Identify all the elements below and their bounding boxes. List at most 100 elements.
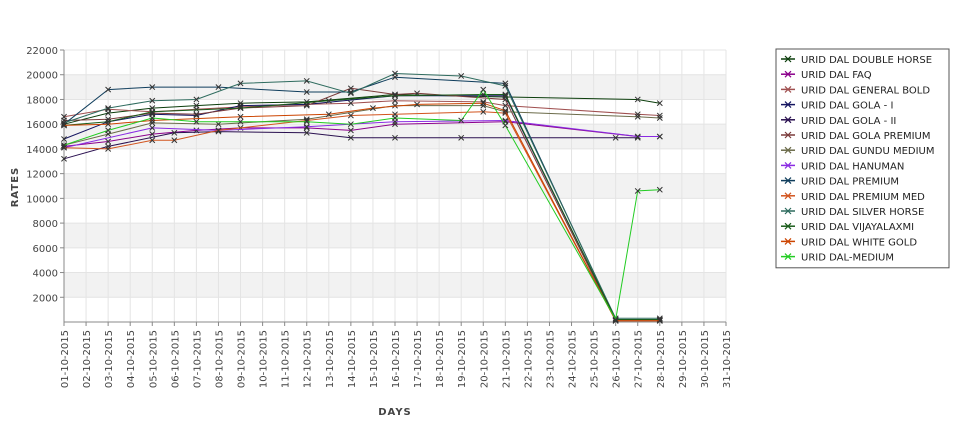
y-tick-label: 18000 <box>26 95 58 106</box>
data-point <box>458 134 465 141</box>
data-point <box>347 134 354 141</box>
legend-item: URID DAL FAQ <box>781 70 872 81</box>
y-tick-label: 16000 <box>26 120 58 131</box>
series-line <box>63 100 660 118</box>
data-point <box>656 112 663 119</box>
x-tick-label: 31-10-2015 <box>722 330 733 388</box>
x-tick-label: 17-10-2015 <box>413 330 424 388</box>
legend-item: URID DAL WHITE GOLD <box>781 237 917 248</box>
legend-label: URID DAL PREMIUM <box>801 177 899 188</box>
data-point <box>347 112 354 119</box>
data-point <box>193 106 200 113</box>
data-point <box>149 131 156 138</box>
data-point <box>193 96 200 103</box>
x-tick-label: 29-10-2015 <box>678 330 689 388</box>
data-point <box>392 115 398 121</box>
data-point <box>480 100 487 107</box>
x-tick-label: 19-10-2015 <box>457 330 468 388</box>
legend-marker <box>784 222 792 230</box>
data-point <box>61 119 67 126</box>
data-point <box>612 134 619 141</box>
data-point <box>325 111 332 118</box>
series-line <box>63 94 660 320</box>
x-tick-label: 27-10-2015 <box>634 330 645 388</box>
data-point <box>656 315 663 322</box>
legend-marker <box>784 192 792 200</box>
data-point <box>237 105 244 112</box>
data-point <box>303 89 310 95</box>
x-tick-label: 03-10-2015 <box>104 330 115 388</box>
y-axis: 2000 4000 6000 8000 10000 12000 14000 16000 1800… <box>26 46 65 322</box>
legend-item: URID DAL GOLA PREMIUM <box>781 131 930 142</box>
y-tick-label: 2000 <box>33 293 58 304</box>
x-tick-label: 14-10-2015 <box>347 330 358 388</box>
data-point <box>237 102 244 109</box>
data-point <box>392 102 398 109</box>
data-point <box>61 122 67 129</box>
data-point <box>392 70 398 77</box>
legend-item: URID DAL SILVER HORSE <box>781 207 924 218</box>
legend-label: URID DAL FAQ <box>801 70 872 81</box>
x-tick-label: 07-10-2015 <box>192 330 203 388</box>
data-point <box>149 124 156 131</box>
data-point <box>215 127 222 134</box>
data-point <box>656 100 663 107</box>
data-point <box>612 316 619 323</box>
legend-item: URID DAL GOLA - II <box>781 116 896 127</box>
y-tick-label: 4000 <box>33 269 58 280</box>
data-point <box>105 86 112 93</box>
data-point <box>303 123 310 130</box>
legend-label: URID DAL PREMIUM MED <box>801 192 925 203</box>
data-point <box>392 121 398 128</box>
y-tick-label: 20000 <box>26 71 58 82</box>
x-tick-label: 20-10-2015 <box>479 330 490 388</box>
series-line <box>63 72 660 319</box>
data-point <box>502 91 509 98</box>
data-point <box>480 108 487 115</box>
series-14 <box>61 86 663 323</box>
legend-marker <box>784 85 792 93</box>
legend-marker <box>784 146 792 154</box>
x-tick-label: 02-10-2015 <box>82 330 93 388</box>
series-line <box>63 88 660 321</box>
legend-label: URID DAL DOUBLE HORSE <box>801 55 932 66</box>
data-point <box>171 137 178 144</box>
legend-marker <box>784 237 792 245</box>
series-layer <box>61 70 663 324</box>
legend-label: URID DAL SILVER HORSE <box>801 207 924 218</box>
data-point <box>634 187 641 194</box>
x-tick-label: 28-10-2015 <box>656 330 667 388</box>
data-point <box>149 115 156 121</box>
data-point <box>149 137 156 144</box>
data-point <box>656 317 663 324</box>
legend-marker <box>784 116 792 124</box>
x-tick-label: 13-10-2015 <box>325 330 336 388</box>
data-point <box>105 118 112 125</box>
data-point <box>105 127 112 134</box>
y-tick-label: 8000 <box>33 219 58 230</box>
y-tick-label: 12000 <box>26 170 58 181</box>
legend-label: URID DAL-MEDIUM <box>801 253 894 264</box>
x-tick-label: 12-10-2015 <box>303 330 314 388</box>
gridlines <box>63 49 727 322</box>
legend-marker <box>784 70 792 78</box>
x-tick-label: 26-10-2015 <box>612 330 623 388</box>
legend-item: URID DAL DOUBLE HORSE <box>781 55 932 66</box>
data-point <box>392 134 398 141</box>
data-point <box>193 111 200 118</box>
data-point <box>61 142 67 149</box>
legend-label: URID DAL VIJAYALAXMI <box>801 222 914 233</box>
x-tick-label: 09-10-2015 <box>237 330 248 388</box>
data-point <box>347 100 354 107</box>
series-line <box>63 87 660 322</box>
legend-marker <box>784 177 792 185</box>
data-point <box>149 108 156 115</box>
legend-label: URID DAL GENERAL BOLD <box>801 85 930 96</box>
x-tick-label: 16-10-2015 <box>391 330 402 388</box>
x-tick-label: 10-10-2015 <box>259 330 270 388</box>
data-point <box>303 77 310 84</box>
legend: URID DAL DOUBLE HORSE URID DAL FAQ URID DA… <box>775 48 950 269</box>
data-point <box>656 133 663 140</box>
legend-label: URID DAL GUNDU MEDIUM <box>801 146 935 157</box>
data-point <box>149 119 156 126</box>
